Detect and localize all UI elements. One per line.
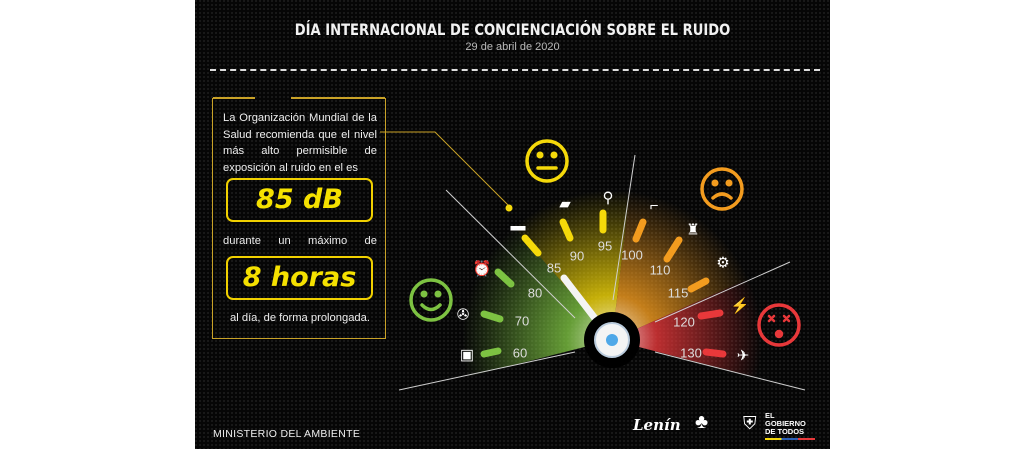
tick-bar-100 xyxy=(632,218,647,243)
ecuador-coat-of-arms-logo: ⛨ xyxy=(743,413,757,433)
tick-label: 110 xyxy=(649,262,671,278)
tick-bar-90 xyxy=(559,218,574,242)
tick-bar-80 xyxy=(494,268,515,288)
fan-icon: ✇ xyxy=(456,306,470,324)
hair-dryer-icon: ⌐ xyxy=(649,197,659,215)
ministry-name: MINISTERIO DEL AMBIENTE xyxy=(213,428,361,440)
car-icon: ▬ xyxy=(510,217,526,235)
tractor-icon: ⚙ xyxy=(716,254,730,272)
tick-bar-115 xyxy=(687,277,710,293)
neutral-face-icon xyxy=(525,139,569,183)
limit-db-box: 85 dB xyxy=(226,178,373,222)
yellow-zone xyxy=(465,150,635,340)
infographic-poster: DÍA INTERNACIONAL DE CONCIENCIACIÓN SOBR… xyxy=(195,0,830,449)
alarm-clock-icon: ⏰ xyxy=(472,260,492,278)
tick-bar-110 xyxy=(663,236,683,263)
limit-hours-box: 8 horas xyxy=(226,256,373,300)
orange-zone xyxy=(612,150,790,340)
per-day-text: al día, de forma prolongada. xyxy=(230,312,370,324)
tick-label: 80 xyxy=(527,285,543,301)
tick-bar-120 xyxy=(697,309,724,320)
poster-title: DÍA INTERNACIONAL DE CONCIENCIACIÓN SOBR… xyxy=(294,20,731,39)
sad-face-icon xyxy=(700,167,744,211)
tick-bar-85 xyxy=(521,234,542,257)
tick-label: 70 xyxy=(514,313,530,329)
blender-icon: ♜ xyxy=(686,221,700,239)
tick-label: 95 xyxy=(597,238,613,254)
tick-label: 120 xyxy=(673,314,695,330)
tick-label: 60 xyxy=(512,345,528,361)
tick-label: 130 xyxy=(680,345,702,361)
during-text: durante un máximo de xyxy=(223,235,377,247)
lenin-signature-logo: Lenín xyxy=(633,416,681,434)
tick-label: 90 xyxy=(569,248,585,264)
noise-gauge xyxy=(380,131,806,391)
poster-date: 29 de abril de 2020 xyxy=(465,41,560,53)
tick-label: 85 xyxy=(546,260,562,276)
tick-bar-70 xyxy=(480,310,504,323)
tick-label: 115 xyxy=(667,285,689,301)
zone-dividers xyxy=(398,154,806,391)
thunder-icon: ⚡ xyxy=(730,297,750,315)
happy-face-icon xyxy=(409,278,453,322)
red-zone xyxy=(612,260,805,390)
gobierno-de-todos-logo: EL GOBIERNO DE TODOS xyxy=(765,412,815,440)
truck-icon: ▰ xyxy=(559,195,571,213)
callout-line xyxy=(380,131,510,207)
washing-machine-icon: ▣ xyxy=(459,346,475,364)
green-zone xyxy=(415,170,612,390)
gauge-hub-center xyxy=(606,334,618,346)
tick-label: 100 xyxy=(621,247,643,263)
dashed-divider xyxy=(210,69,820,71)
callout-dot xyxy=(505,204,513,212)
tick-bars xyxy=(480,209,727,358)
airplane-icon: ✈ xyxy=(736,347,750,365)
intro-text: La Organización Mundial de la Salud reco… xyxy=(223,112,377,174)
who-recommendation-box: La Organización Mundial de la Salud reco… xyxy=(212,97,386,339)
tick-bar-130 xyxy=(702,348,727,358)
tick-bar-60 xyxy=(480,347,502,358)
toda-una-vida-tree-logo: ♣ xyxy=(695,411,709,433)
dizzy-face-icon xyxy=(757,303,801,347)
motorcycle-icon: ⚲ xyxy=(602,189,614,207)
